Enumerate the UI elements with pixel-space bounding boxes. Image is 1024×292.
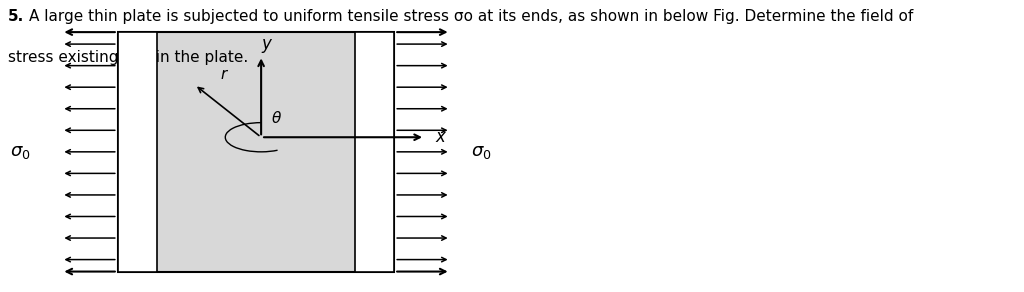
- Bar: [355, 32, 394, 272]
- Text: 5.: 5.: [8, 9, 25, 24]
- Text: y: y: [261, 34, 271, 53]
- Text: r: r: [220, 67, 226, 82]
- Text: x: x: [435, 128, 445, 146]
- Text: $\theta$: $\theta$: [271, 110, 283, 126]
- Bar: [118, 32, 157, 272]
- Text: stress existing within the plate.: stress existing within the plate.: [8, 50, 249, 65]
- Text: A large thin plate is subjected to uniform tensile stress σo at its ends, as sho: A large thin plate is subjected to unifo…: [29, 9, 913, 24]
- Text: $\sigma_0$: $\sigma_0$: [10, 143, 31, 161]
- Text: $\sigma_0$: $\sigma_0$: [471, 143, 492, 161]
- Bar: [118, 32, 394, 272]
